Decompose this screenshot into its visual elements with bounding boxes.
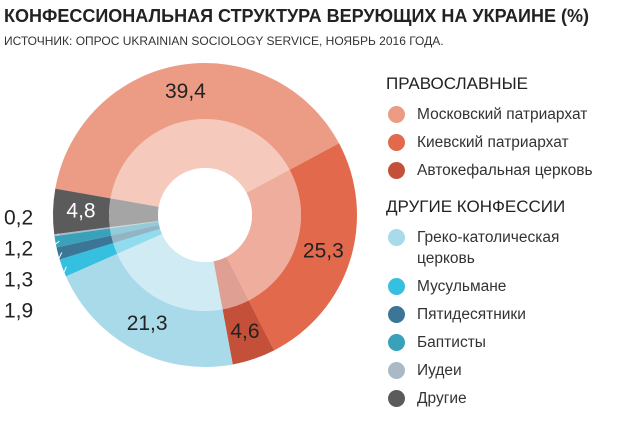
legend-label: Автокефальная церковь	[417, 162, 593, 179]
legend-swatch	[388, 278, 405, 295]
legend-label: Киевский патриархат	[417, 134, 569, 151]
inner-segment	[113, 228, 163, 254]
legend-label: Баптисты	[417, 334, 486, 351]
donut-segment	[54, 228, 112, 248]
value-label: 4,6	[230, 320, 259, 343]
legend-swatch	[388, 134, 405, 151]
value-label: 1,3	[4, 269, 33, 292]
legend-item: Греко-католическая церковь	[386, 229, 626, 269]
legend-swatch	[388, 334, 405, 351]
legend-item: Баптисты	[386, 334, 626, 353]
inner-segment	[111, 225, 161, 244]
legend-item: Киевский патриархат	[386, 134, 626, 153]
inner-segment	[109, 221, 160, 236]
donut-segment	[55, 63, 340, 199]
value-label: 0,2	[4, 207, 33, 230]
donut-hole	[158, 168, 252, 262]
value-label: 1,2	[4, 238, 33, 261]
value-label: 4,8	[66, 200, 95, 223]
legend-swatch	[388, 106, 405, 123]
donut-segment	[65, 253, 233, 367]
inner-segment	[226, 169, 301, 301]
donut-segment	[56, 235, 114, 260]
value-label: 21,3	[127, 312, 168, 335]
inner-segment	[109, 198, 159, 228]
legend-item: Автокефальная церковь	[386, 162, 626, 181]
legend-item: Московский патриархат	[386, 106, 626, 125]
value-label: 1,9	[4, 300, 33, 323]
value-label: 25,3	[303, 240, 344, 263]
legend-item: Иудеи	[386, 362, 626, 381]
inner-segment	[117, 233, 223, 311]
legend-label: Пятидесятники	[417, 306, 526, 323]
legend-swatch	[388, 162, 405, 179]
legend-heading: ПРАВОСЛАВНЫЕ	[386, 74, 528, 93]
legend-heading: ДРУГИЕ КОНФЕССИИ	[386, 197, 566, 216]
legend-swatch	[388, 390, 405, 407]
donut-segment	[248, 143, 358, 351]
leader-line	[47, 240, 60, 251]
legend-swatch	[388, 306, 405, 323]
legend-swatch	[388, 362, 405, 379]
donut-segment	[222, 300, 275, 365]
legend-item: Мусульмане	[386, 278, 626, 297]
donut-segment	[59, 243, 118, 277]
inner-segment	[213, 256, 249, 310]
legend-item: Пятидесятники	[386, 306, 626, 325]
inner-segment	[110, 119, 290, 207]
leader-line	[47, 252, 63, 282]
legend-label: Греко-католическая церковь	[417, 229, 560, 267]
donut-segment	[53, 188, 111, 235]
legend-item: Другие	[386, 390, 626, 409]
chart-subtitle: ИСТОЧНИК: ОПРОС UKRAINIAN SOCIOLOGY SERV…	[4, 34, 444, 48]
legend-label: Мусульмане	[417, 278, 507, 295]
leader-line	[47, 266, 67, 313]
donut-segment	[54, 227, 110, 237]
legend-label: Иудеи	[417, 362, 462, 379]
legend-label: Московский патриархат	[417, 106, 588, 123]
legend-label: Другие	[417, 390, 467, 407]
legend-swatch	[388, 229, 405, 246]
inner-segment	[109, 220, 159, 229]
value-label: 39,4	[165, 80, 206, 103]
chart-title: КОНФЕССИОНАЛЬНАЯ СТРУКТУРА ВЕРУЮЩИХ НА У…	[4, 6, 589, 26]
legend: ПРАВОСЛАВНЫЕ Московский патриархат Киевски…	[386, 74, 626, 418]
